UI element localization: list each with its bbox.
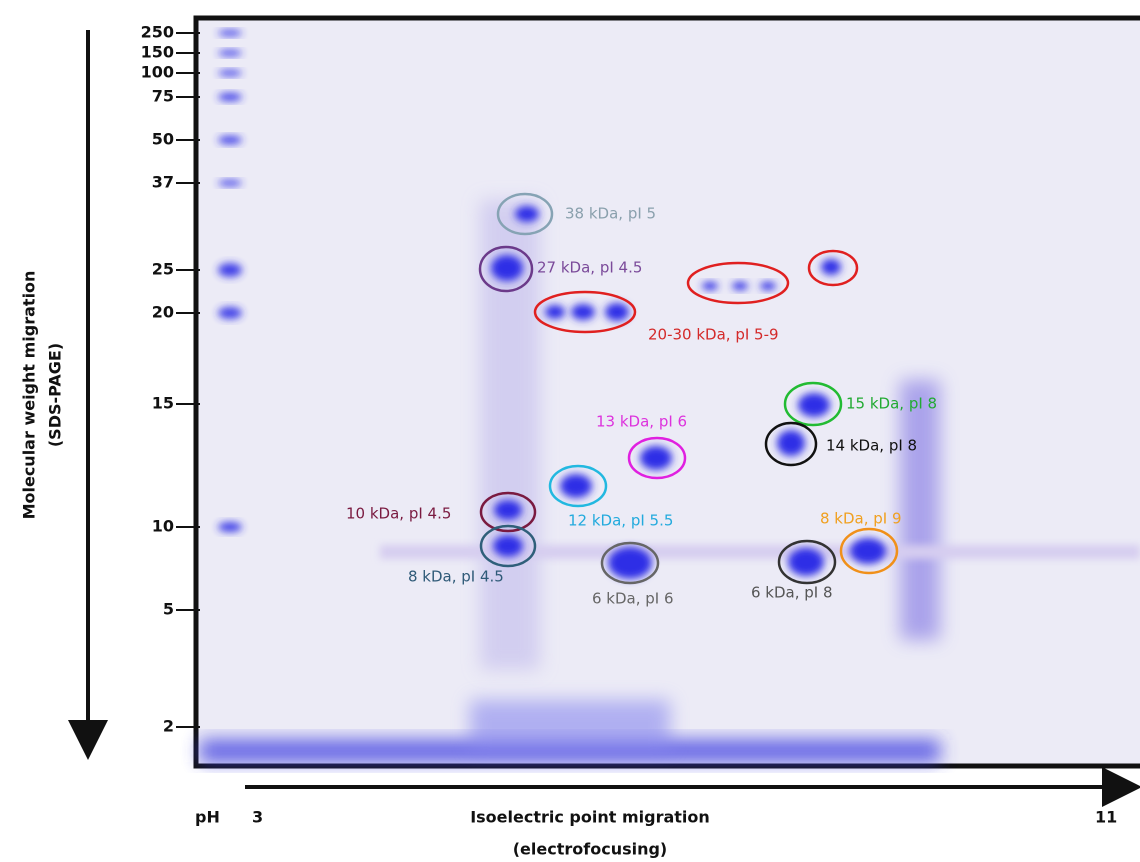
spot-circle <box>478 245 534 293</box>
ladder-band <box>218 522 242 532</box>
protein-spot <box>493 535 523 557</box>
ladder-band <box>218 70 242 76</box>
spot-circle <box>627 436 687 480</box>
spot-circle <box>600 541 660 585</box>
marker-label: 20 <box>152 303 174 322</box>
protein-spot <box>494 500 522 520</box>
protein-spot <box>702 282 718 290</box>
protein-spot <box>777 430 805 456</box>
protein-spot <box>491 255 523 281</box>
spot-label: 8 kDa, pI 9 <box>820 510 902 528</box>
spot-label: 20-30 kDa, pI 5-9 <box>648 326 779 344</box>
protein-spot <box>850 538 886 564</box>
protein-spot <box>788 548 824 576</box>
marker-label: 75 <box>152 87 174 106</box>
spot-circle <box>686 261 790 305</box>
protein-spot <box>515 206 539 222</box>
spot-circle <box>777 539 837 585</box>
protein-spot <box>571 304 595 320</box>
ph-label: pH <box>195 808 220 827</box>
ph-end: 11 <box>1095 808 1117 827</box>
spot-circle <box>496 192 554 236</box>
spot-label: 6 kDa, pI 8 <box>751 584 833 602</box>
spot-circle <box>548 464 608 508</box>
spot-label: 6 kDa, pI 6 <box>592 590 674 608</box>
spot-label: 13 kDa, pI 6 <box>596 413 687 431</box>
spot-label: 12 kDa, pI 5.5 <box>568 512 673 530</box>
ph-start: 3 <box>252 808 263 827</box>
y-title: (SDS-PAGE) <box>46 343 65 447</box>
marker-label: 25 <box>152 260 174 279</box>
spot-label: 14 kDa, pI 8 <box>826 437 917 455</box>
spot-circle <box>839 527 899 575</box>
protein-spot <box>732 282 748 290</box>
x-title: Isoelectric point migration <box>470 808 710 827</box>
protein-spot <box>798 393 830 417</box>
marker-label: 2 <box>163 717 174 736</box>
spot-circle <box>807 249 859 287</box>
protein-spot <box>760 282 776 290</box>
spot-circle <box>479 491 537 533</box>
marker-label: 100 <box>141 63 174 82</box>
protein-spot <box>560 474 592 498</box>
spot-label: 15 kDa, pI 8 <box>846 395 937 413</box>
ladder-band <box>218 307 242 319</box>
protein-spot <box>605 303 629 321</box>
ladder-band <box>218 180 242 186</box>
marker-label: 150 <box>141 43 174 62</box>
spot-label: 38 kDa, pI 5 <box>565 205 656 223</box>
spot-label: 10 kDa, pI 4.5 <box>346 505 451 523</box>
gel <box>193 15 1140 769</box>
marker-label: 5 <box>163 600 174 619</box>
spot-circle <box>533 290 637 334</box>
marker-label: 250 <box>141 23 174 42</box>
spot-circle <box>783 381 843 427</box>
spot-circle <box>764 421 818 467</box>
protein-spot <box>545 305 565 319</box>
ladder-band <box>218 136 242 144</box>
protein-spot <box>640 446 672 470</box>
marker-label: 37 <box>152 173 174 192</box>
marker-label: 50 <box>152 130 174 149</box>
protein-spot <box>821 259 841 275</box>
spot-circle <box>479 524 537 568</box>
protein-spot <box>608 547 652 579</box>
marker-label: 10 <box>152 517 174 536</box>
ladder-band <box>218 93 242 101</box>
ladder-band <box>218 30 242 36</box>
ladder-band <box>218 50 242 56</box>
x-title: (electrofocusing) <box>513 840 668 859</box>
marker-label: 15 <box>152 394 174 413</box>
spot-label: 8 kDa, pI 4.5 <box>408 568 504 586</box>
spot-label: 27 kDa, pI 4.5 <box>537 259 642 277</box>
y-title: Molecular weight migration <box>20 271 39 520</box>
ladder-band <box>218 263 242 277</box>
